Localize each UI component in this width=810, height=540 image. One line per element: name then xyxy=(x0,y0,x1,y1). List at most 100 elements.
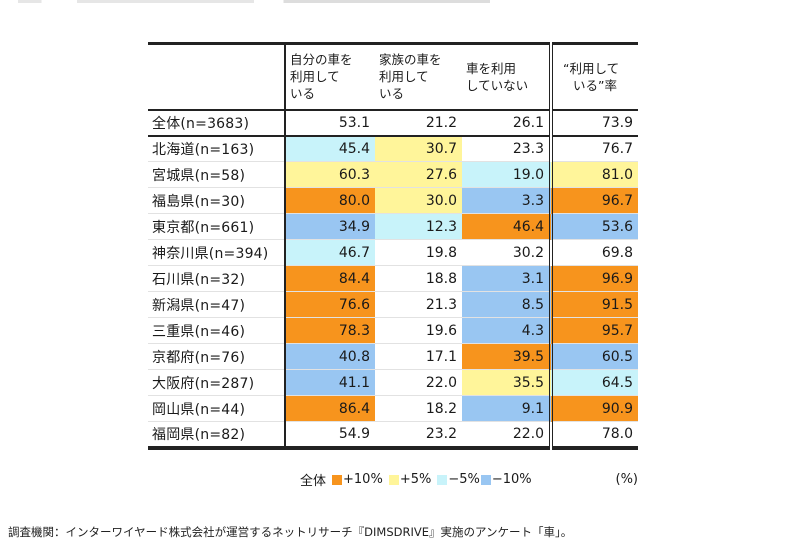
unit-label: (%) xyxy=(615,472,639,487)
value-cell: 19.0 xyxy=(462,161,553,188)
value-cell: 17.1 xyxy=(375,343,462,370)
table-row: 大阪府(n=287) 41.1 22.0 35.5 64.5 xyxy=(148,369,638,396)
legend-label-plus5: +5% xyxy=(399,472,432,487)
legend: 全体 +10% +5% −5% −10% (%) xyxy=(300,470,638,489)
value-cell: 60.5 xyxy=(551,343,638,370)
value-cell: 76.7 xyxy=(551,135,638,162)
value-cell: 22.0 xyxy=(462,421,553,448)
legend-label-plus10: +10% xyxy=(343,472,383,487)
table-row: 北海道(n=163) 45.4 30.7 23.3 76.7 xyxy=(148,135,638,162)
value-cell: 69.8 xyxy=(551,239,638,266)
table-row: 石川県(n=32) 84.4 18.8 3.1 96.9 xyxy=(148,265,638,292)
header-own-car: 自分の車を 利用して いる xyxy=(284,43,375,111)
table-row: 京都府(n=76) 40.8 17.1 39.5 60.5 xyxy=(148,343,638,370)
value-cell: 21.3 xyxy=(375,291,462,318)
value-cell: 90.9 xyxy=(551,395,638,422)
value-cell: 78.0 xyxy=(551,421,638,448)
header-line: 利用して xyxy=(379,69,429,85)
row-label: 全体(n=3683) xyxy=(152,115,250,132)
value-cell: 78.3 xyxy=(284,317,375,344)
value-cell: 34.9 xyxy=(284,213,375,240)
value-cell: 26.1 xyxy=(462,109,553,136)
value-cell: 96.9 xyxy=(551,265,638,292)
value-cell: 27.6 xyxy=(375,161,462,188)
value-cell: 9.1 xyxy=(462,395,553,422)
value-cell: 23.3 xyxy=(462,135,553,162)
value-cell: 60.3 xyxy=(284,161,375,188)
value-cell: 80.0 xyxy=(284,187,375,214)
header-line: いる xyxy=(290,86,316,102)
legend-label-minus5: −5% xyxy=(448,472,480,487)
value-cell: 76.6 xyxy=(284,291,375,318)
legend-swatch-minus5 xyxy=(437,474,448,485)
value-cell: 84.4 xyxy=(284,265,375,292)
value-cell: 91.5 xyxy=(551,291,638,318)
legend-swatch-plus10 xyxy=(332,474,343,485)
value-cell: 40.8 xyxy=(284,343,375,370)
value-cell: 19.8 xyxy=(375,239,462,266)
value-cell: 73.9 xyxy=(551,109,638,136)
value-cell: 53.6 xyxy=(551,213,638,240)
header-line: “利用して xyxy=(563,60,620,76)
value-cell: 64.5 xyxy=(551,369,638,396)
row-label: 北海道(n=163) xyxy=(152,141,255,158)
value-cell: 54.9 xyxy=(284,421,375,448)
value-cell: 22.0 xyxy=(375,369,462,396)
value-cell: 18.2 xyxy=(375,395,462,422)
value-cell: 95.7 xyxy=(551,317,638,344)
table-row: 新潟県(n=47) 76.6 21.3 8.5 91.5 xyxy=(148,291,638,318)
row-label: 神奈川県(n=394) xyxy=(152,245,269,262)
row-label: 三重県(n=46) xyxy=(152,323,246,340)
header-row: 自分の車を 利用して いる 家族の車を 利用して いる 車を利用 していない “… xyxy=(148,43,638,111)
table-row: 福岡県(n=82) 54.9 23.2 22.0 78.0 xyxy=(148,421,638,448)
value-cell: 3.1 xyxy=(462,265,553,292)
value-cell: 46.7 xyxy=(284,239,375,266)
header-line: 自分の車を xyxy=(290,52,353,68)
header-line: いる”率 xyxy=(573,77,617,93)
value-cell: 23.2 xyxy=(375,421,462,448)
value-cell: 19.6 xyxy=(375,317,462,344)
row-label: 石川県(n=32) xyxy=(152,271,246,288)
value-cell: 30.7 xyxy=(375,135,462,162)
header-family-car: 家族の車を 利用して いる xyxy=(375,43,462,111)
table-row: 福島県(n=30) 80.0 30.0 3.3 96.7 xyxy=(148,187,638,214)
row-label: 京都府(n=76) xyxy=(152,349,246,366)
header-usage-rate: “利用して いる”率 xyxy=(551,43,638,111)
table-row: 神奈川県(n=394) 46.7 19.8 30.2 69.8 xyxy=(148,239,638,266)
value-cell: 53.1 xyxy=(284,109,375,136)
value-cell: 12.3 xyxy=(375,213,462,240)
table-row: 宮城県(n=58) 60.3 27.6 19.0 81.0 xyxy=(148,161,638,188)
value-cell: 96.7 xyxy=(551,187,638,214)
legend-swatch-plus5 xyxy=(388,474,399,485)
value-cell: 8.5 xyxy=(462,291,553,318)
cropped-title-remnant xyxy=(18,0,608,3)
value-cell: 3.3 xyxy=(462,187,553,214)
source-note: 調査機関：インターワイヤード株式会社が運営するネットリサーチ『DIMSDRIVE… xyxy=(8,525,573,539)
header-corner xyxy=(148,43,285,111)
legend-swatch-minus10 xyxy=(480,474,491,485)
table-row: 東京都(n=661) 34.9 12.3 46.4 53.6 xyxy=(148,213,638,240)
value-cell: 81.0 xyxy=(551,161,638,188)
row-label: 福岡県(n=82) xyxy=(152,426,246,443)
header-line: 家族の車を xyxy=(379,52,442,68)
header-no-car: 車を利用 していない xyxy=(462,43,553,111)
row-label: 大阪府(n=287) xyxy=(152,375,255,392)
table-row: 岡山県(n=44) 86.4 18.2 9.1 90.9 xyxy=(148,395,638,422)
header-line: 利用して xyxy=(290,69,340,85)
row-label: 福島県(n=30) xyxy=(152,193,246,210)
header-line: していない xyxy=(466,77,529,93)
table-row: 全体(n=3683) 53.1 21.2 26.1 73.9 xyxy=(148,109,638,136)
value-cell: 45.4 xyxy=(284,135,375,162)
table-row: 三重県(n=46) 78.3 19.6 4.3 95.7 xyxy=(148,317,638,344)
row-label: 新潟県(n=47) xyxy=(152,297,246,314)
legend-prefix: 全体 xyxy=(300,474,327,489)
value-cell: 41.1 xyxy=(284,369,375,396)
value-cell: 30.0 xyxy=(375,187,462,214)
row-label: 東京都(n=661) xyxy=(152,219,255,236)
car-usage-table: 自分の車を 利用して いる 家族の車を 利用して いる 車を利用 していない “… xyxy=(148,42,638,450)
value-cell: 86.4 xyxy=(284,395,375,422)
value-cell: 39.5 xyxy=(462,343,553,370)
value-cell: 35.5 xyxy=(462,369,553,396)
row-label: 宮城県(n=58) xyxy=(152,167,246,184)
value-cell: 46.4 xyxy=(462,213,553,240)
